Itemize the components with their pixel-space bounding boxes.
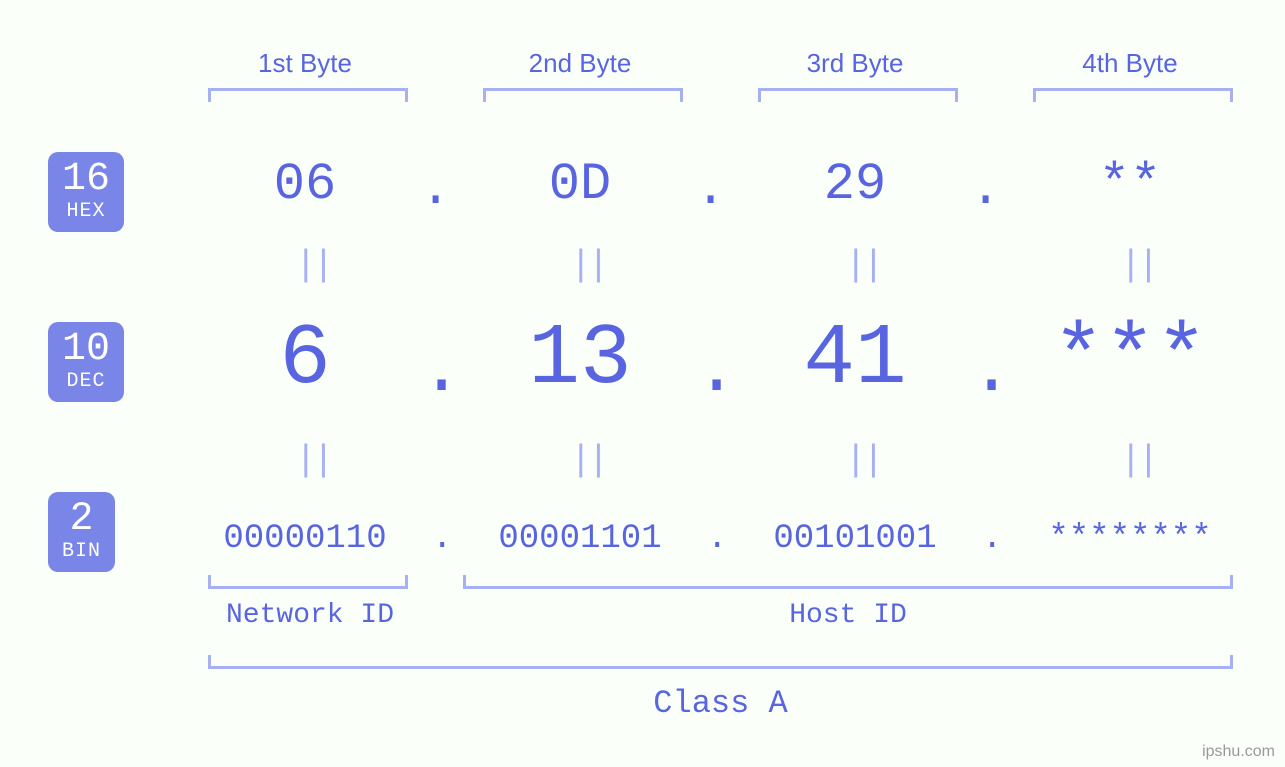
eq-2-3: || — [845, 440, 880, 481]
eq-2-4: || — [1120, 440, 1155, 481]
bin-byte-3: 00101001 — [730, 520, 980, 558]
bin-byte-1: 00000110 — [180, 520, 430, 558]
bin-dot-3: . — [982, 520, 1002, 558]
bin-byte-2: 00001101 — [455, 520, 705, 558]
network-id-label: Network ID — [210, 600, 410, 631]
hex-dot-3: . — [970, 160, 1001, 219]
watermark: ipshu.com — [1202, 743, 1275, 761]
network-id-bracket — [208, 575, 408, 589]
hex-dot-1: . — [420, 160, 451, 219]
bin-badge-num: 2 — [70, 500, 94, 540]
class-bracket — [208, 655, 1233, 669]
eq-1-2: || — [570, 245, 605, 286]
class-label: Class A — [208, 685, 1233, 722]
dec-dot-3: . — [970, 330, 1013, 412]
bin-dot-2: . — [707, 520, 727, 558]
dec-badge-num: 10 — [62, 330, 110, 370]
eq-2-1: || — [295, 440, 330, 481]
eq-1-1: || — [295, 245, 330, 286]
byte-header-2: 2nd Byte — [480, 48, 680, 79]
byte3-top-bracket — [758, 88, 958, 102]
dec-badge-label: DEC — [67, 372, 106, 392]
eq-2-2: || — [570, 440, 605, 481]
byte-header-1: 1st Byte — [205, 48, 405, 79]
hex-badge-num: 16 — [62, 160, 110, 200]
hex-byte-1: 06 — [205, 155, 405, 214]
bin-badge-label: BIN — [62, 542, 101, 562]
byte-header-3: 3rd Byte — [755, 48, 955, 79]
hex-badge: 16 HEX — [48, 152, 124, 232]
byte1-top-bracket — [208, 88, 408, 102]
ip-address-diagram: 1st Byte 2nd Byte 3rd Byte 4th Byte 16 H… — [0, 0, 1285, 767]
hex-dot-2: . — [695, 160, 726, 219]
bin-byte-4: ******** — [1005, 520, 1255, 558]
host-id-bracket — [463, 575, 1233, 589]
dec-byte-4: *** — [1000, 310, 1260, 408]
hex-byte-3: 29 — [755, 155, 955, 214]
hex-byte-4: ** — [1030, 155, 1230, 214]
bin-dot-1: . — [432, 520, 452, 558]
eq-1-3: || — [845, 245, 880, 286]
host-id-label: Host ID — [463, 600, 1233, 631]
dec-byte-1: 6 — [175, 310, 435, 408]
dec-byte-3: 41 — [725, 310, 985, 408]
hex-badge-label: HEX — [67, 202, 106, 222]
byte2-top-bracket — [483, 88, 683, 102]
dec-byte-2: 13 — [450, 310, 710, 408]
hex-byte-2: 0D — [480, 155, 680, 214]
dec-dot-2: . — [695, 330, 738, 412]
bin-badge: 2 BIN — [48, 492, 115, 572]
byte4-top-bracket — [1033, 88, 1233, 102]
byte-header-4: 4th Byte — [1030, 48, 1230, 79]
dec-badge: 10 DEC — [48, 322, 124, 402]
eq-1-4: || — [1120, 245, 1155, 286]
dec-dot-1: . — [420, 330, 463, 412]
